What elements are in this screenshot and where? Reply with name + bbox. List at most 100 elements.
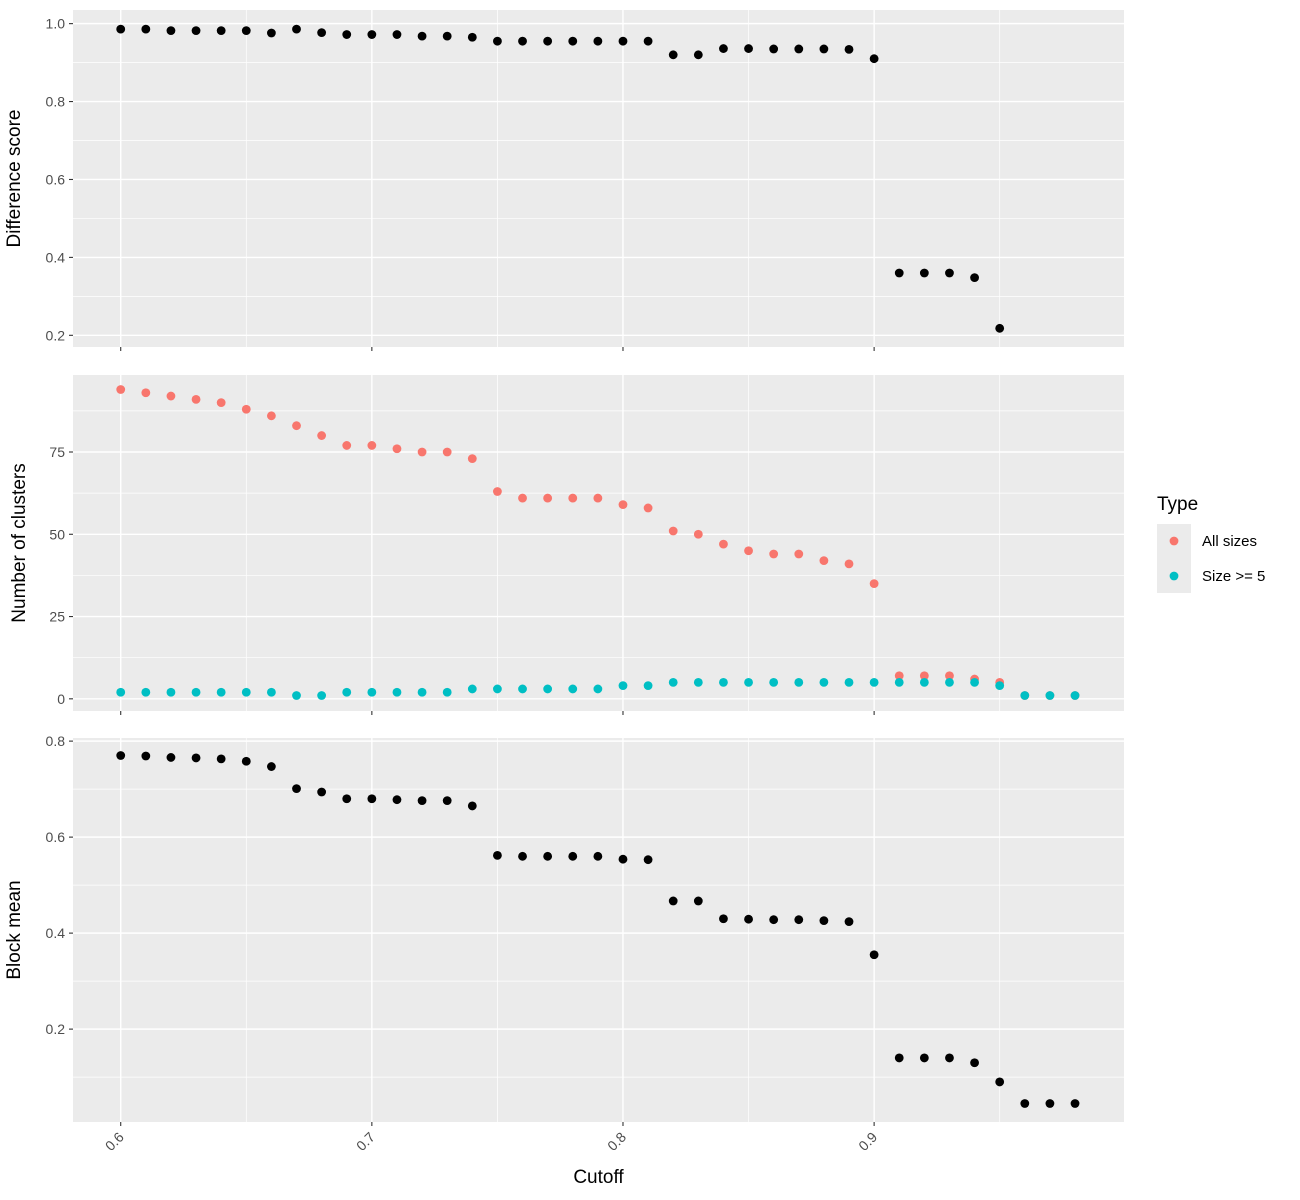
data-point bbox=[568, 493, 578, 503]
data-point bbox=[693, 529, 703, 539]
data-point bbox=[241, 756, 251, 766]
data-point bbox=[794, 549, 804, 559]
legend-items: All sizes Size >= 5 bbox=[1157, 524, 1265, 593]
x-axis-title: Cutoff bbox=[573, 1167, 624, 1188]
data-point bbox=[292, 691, 301, 700]
data-point bbox=[945, 671, 954, 681]
data-point bbox=[442, 31, 452, 41]
data-point bbox=[417, 31, 427, 41]
data-point bbox=[543, 851, 553, 861]
data-point bbox=[493, 487, 502, 496]
data-point bbox=[1020, 691, 1030, 700]
data-point bbox=[844, 677, 854, 687]
data-point bbox=[317, 431, 327, 440]
data-point bbox=[844, 917, 854, 926]
data-point bbox=[618, 36, 628, 46]
data-point bbox=[442, 447, 452, 457]
data-point bbox=[719, 677, 728, 687]
data-point bbox=[970, 1058, 979, 1068]
data-point bbox=[819, 677, 829, 687]
data-point bbox=[292, 421, 301, 431]
y-tick-label: 0.6 bbox=[46, 171, 66, 187]
data-point bbox=[643, 855, 653, 865]
data-point bbox=[593, 684, 603, 694]
panels-layer: 0.2 0.4 0.6 0.8 1.0 Difference score 0 25 50 75 Nu… bbox=[4, 10, 1124, 1154]
data-point bbox=[342, 794, 352, 804]
data-point bbox=[568, 684, 578, 694]
data-point bbox=[643, 681, 653, 691]
data-point bbox=[518, 851, 527, 861]
data-point bbox=[493, 850, 502, 860]
y-tick-label: 0.8 bbox=[46, 94, 66, 110]
data-point bbox=[769, 677, 779, 687]
data-point bbox=[668, 50, 678, 60]
y-tick-label: 25 bbox=[49, 609, 65, 625]
data-point bbox=[166, 687, 176, 697]
data-point bbox=[970, 273, 979, 283]
data-point bbox=[191, 687, 201, 697]
data-point bbox=[668, 677, 678, 687]
data-point bbox=[995, 1077, 1005, 1087]
data-point bbox=[894, 671, 904, 681]
data-point bbox=[593, 851, 603, 861]
data-point bbox=[643, 36, 653, 46]
data-point bbox=[141, 687, 151, 697]
legend-key-background bbox=[1157, 524, 1191, 593]
data-point bbox=[719, 914, 728, 924]
data-point bbox=[919, 268, 929, 278]
data-point bbox=[1020, 1099, 1030, 1108]
data-point bbox=[1070, 1099, 1080, 1108]
data-point bbox=[568, 36, 578, 46]
data-point bbox=[266, 687, 276, 697]
data-point bbox=[819, 44, 829, 54]
data-point bbox=[367, 441, 377, 450]
data-point bbox=[945, 677, 954, 687]
data-point bbox=[518, 493, 527, 503]
data-point bbox=[392, 444, 402, 454]
data-point bbox=[945, 1053, 954, 1063]
data-point bbox=[216, 754, 226, 764]
y-tick-label: 50 bbox=[49, 526, 65, 542]
y-tick-label: 0.8 bbox=[46, 733, 66, 749]
data-point bbox=[995, 681, 1005, 691]
data-point bbox=[342, 441, 352, 450]
y-tick-label: 0.4 bbox=[46, 925, 66, 941]
x-tick-label: 0.6 bbox=[102, 1129, 127, 1154]
data-point bbox=[543, 36, 553, 46]
data-point bbox=[367, 794, 377, 804]
data-point bbox=[744, 677, 753, 687]
data-point bbox=[769, 549, 779, 559]
data-point bbox=[467, 32, 477, 42]
data-point bbox=[844, 44, 854, 54]
data-point bbox=[769, 44, 779, 54]
data-point bbox=[266, 762, 276, 771]
data-point bbox=[392, 30, 402, 39]
legend-label: Size >= 5 bbox=[1202, 568, 1265, 585]
legend-key-point bbox=[1169, 536, 1179, 546]
data-point bbox=[417, 796, 427, 806]
data-point bbox=[618, 500, 628, 510]
data-point bbox=[693, 50, 703, 60]
data-point bbox=[668, 526, 678, 536]
data-point bbox=[894, 1053, 904, 1063]
y-tick-label: 75 bbox=[49, 444, 65, 460]
data-point bbox=[719, 539, 728, 549]
data-point bbox=[342, 687, 352, 697]
data-point bbox=[442, 796, 452, 806]
data-point bbox=[593, 493, 603, 503]
data-point bbox=[266, 28, 276, 38]
data-point bbox=[869, 54, 879, 64]
data-point bbox=[141, 751, 151, 761]
data-point bbox=[417, 687, 427, 697]
panel-background bbox=[73, 375, 1124, 711]
panel-3: 0.2 0.4 0.6 0.8 Block mean bbox=[4, 733, 1124, 1126]
data-point bbox=[292, 24, 301, 34]
data-point bbox=[1070, 691, 1080, 700]
data-point bbox=[241, 687, 251, 697]
data-point bbox=[744, 914, 753, 924]
data-point bbox=[392, 795, 402, 805]
data-point bbox=[116, 687, 126, 697]
data-point bbox=[367, 30, 377, 39]
data-point bbox=[467, 801, 477, 811]
